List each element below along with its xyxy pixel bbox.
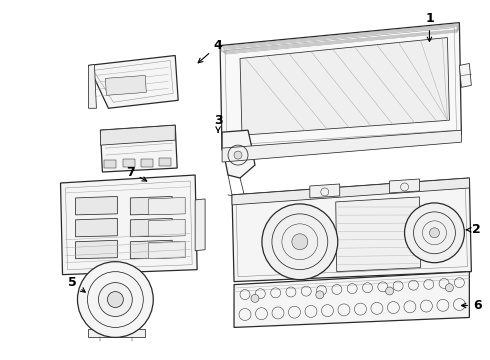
Circle shape — [445, 284, 453, 292]
Text: 4: 4 — [198, 39, 222, 63]
Polygon shape — [89, 329, 145, 337]
Text: 2: 2 — [466, 223, 481, 236]
Polygon shape — [390, 179, 419, 193]
Polygon shape — [130, 197, 172, 215]
Circle shape — [77, 262, 153, 337]
Circle shape — [386, 287, 393, 295]
Polygon shape — [234, 272, 469, 328]
Circle shape — [251, 294, 259, 302]
Polygon shape — [148, 241, 185, 259]
Polygon shape — [89, 55, 178, 108]
Polygon shape — [130, 240, 172, 259]
Polygon shape — [336, 197, 420, 272]
Polygon shape — [100, 125, 177, 172]
Polygon shape — [240, 37, 449, 135]
Polygon shape — [220, 23, 462, 150]
Text: 6: 6 — [462, 299, 482, 312]
Polygon shape — [75, 240, 118, 259]
Circle shape — [234, 151, 242, 159]
Polygon shape — [122, 159, 135, 167]
Polygon shape — [110, 293, 121, 306]
Polygon shape — [195, 199, 205, 251]
Polygon shape — [75, 197, 118, 215]
Circle shape — [429, 228, 440, 238]
Circle shape — [98, 283, 132, 316]
Circle shape — [262, 204, 338, 280]
Polygon shape — [159, 158, 171, 166]
Text: 3: 3 — [214, 114, 222, 132]
Text: 7: 7 — [126, 166, 147, 181]
Text: 5: 5 — [68, 276, 85, 292]
Polygon shape — [105, 75, 147, 95]
Circle shape — [292, 234, 308, 250]
Polygon shape — [130, 219, 172, 237]
Circle shape — [316, 291, 324, 299]
Polygon shape — [232, 178, 471, 282]
Circle shape — [107, 292, 123, 307]
Circle shape — [405, 203, 465, 263]
Polygon shape — [310, 184, 340, 198]
Polygon shape — [75, 219, 118, 237]
Polygon shape — [89, 64, 97, 108]
Polygon shape — [460, 63, 471, 87]
Text: 1: 1 — [425, 12, 434, 41]
Polygon shape — [104, 160, 116, 168]
Polygon shape — [141, 159, 153, 167]
Polygon shape — [61, 175, 197, 275]
Polygon shape — [100, 125, 175, 145]
Polygon shape — [222, 130, 255, 178]
Polygon shape — [148, 197, 185, 215]
Polygon shape — [232, 178, 469, 205]
Polygon shape — [148, 219, 185, 237]
Polygon shape — [222, 130, 462, 162]
